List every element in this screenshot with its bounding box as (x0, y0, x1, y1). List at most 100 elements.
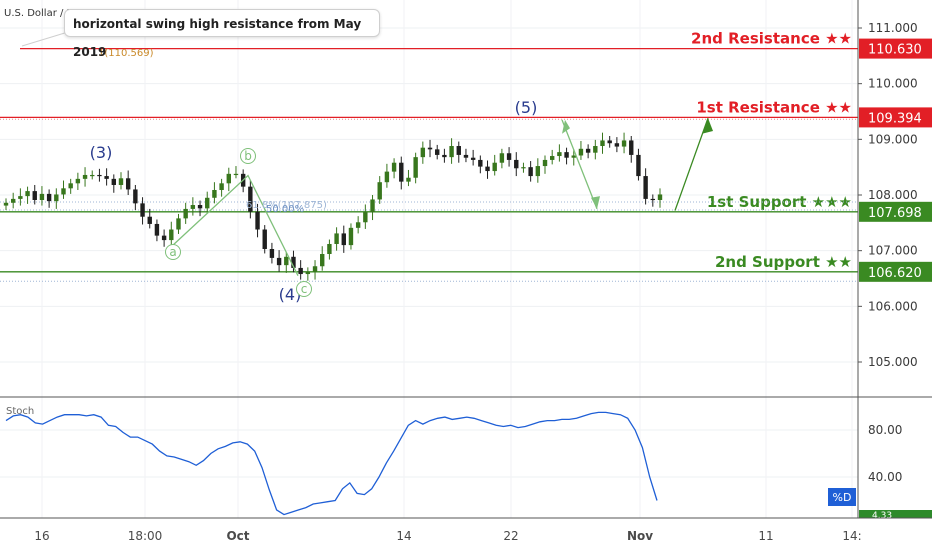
candle-body (248, 186, 253, 212)
candle-body (549, 156, 555, 160)
fib-50-label: 50.00% (266, 204, 304, 215)
candle (384, 163, 390, 188)
level-price-label: 110.630 (868, 43, 922, 58)
y-tick-label: 111.000 (868, 21, 918, 35)
candle (492, 154, 497, 176)
candle-body (284, 256, 289, 266)
candle (276, 250, 282, 272)
candle-body (427, 147, 433, 150)
candle (485, 160, 490, 179)
annotations: (3) (4) (5) a b c 1(110.569) 61.8%(107.875)50.0… (90, 48, 538, 304)
level-price-tag (859, 38, 932, 59)
candle-body (46, 193, 52, 202)
subwave-label: c (301, 282, 308, 296)
candle-body (183, 208, 188, 219)
subwave-circle (296, 281, 312, 297)
candle (226, 167, 231, 192)
candle (39, 186, 45, 206)
x-tick-label: 18:00 (128, 529, 163, 543)
stoch-line (5, 411, 658, 516)
candle (549, 149, 555, 165)
candle-body (614, 143, 620, 147)
legend-label: %D (833, 491, 852, 504)
candle-body (233, 173, 239, 176)
candle-body (363, 212, 368, 223)
candle (205, 191, 210, 213)
candle-body (298, 267, 303, 275)
candle-body (593, 146, 598, 153)
candle-body (370, 199, 375, 213)
candle (621, 132, 627, 154)
stoch-label: Stoch (6, 406, 34, 417)
candle-body (61, 188, 66, 195)
candle (463, 148, 469, 163)
candle (176, 213, 181, 234)
candle (3, 198, 9, 211)
candle (190, 197, 196, 216)
candle-body (97, 174, 102, 177)
candle-body (621, 140, 627, 147)
candle-body (154, 223, 160, 236)
candle-body (420, 147, 426, 158)
candle-body (657, 194, 663, 201)
candle (470, 149, 476, 166)
candle (10, 192, 16, 209)
candle-body (355, 222, 361, 228)
candle (61, 180, 66, 199)
x-tick-label: 14 (396, 529, 411, 543)
candle-body (82, 174, 88, 179)
candle (18, 188, 23, 206)
candle (75, 172, 81, 190)
candle-body (90, 174, 95, 177)
candle-body (399, 162, 404, 182)
level-label: 1st Resistance ★★ (696, 98, 852, 116)
candle (557, 144, 562, 162)
subwave-circle (165, 244, 181, 260)
candle (312, 260, 318, 280)
candle (298, 260, 303, 280)
candle-body (68, 183, 73, 189)
candle (161, 229, 167, 247)
candle (600, 132, 605, 154)
x-tick-label: Nov (627, 529, 653, 543)
level-price-tag (859, 107, 932, 128)
candle (657, 188, 663, 208)
projection-arrowhead-bottom (591, 196, 600, 209)
candle-body (514, 159, 519, 169)
candle (636, 148, 641, 181)
candle-body (176, 218, 181, 230)
candle-body (262, 229, 267, 249)
candle (334, 227, 339, 251)
wave-label: (4) (279, 285, 302, 304)
candle (427, 139, 433, 158)
y-tick-label: 109.000 (868, 132, 918, 146)
candle (348, 223, 354, 250)
candle-body (312, 266, 318, 272)
candle-body (542, 159, 548, 167)
candle-body (636, 154, 641, 177)
candle (140, 197, 145, 225)
candle (233, 166, 239, 179)
candle-body (341, 233, 346, 246)
candle-body (506, 153, 512, 160)
candle-body (10, 198, 16, 203)
y-tick-label: 105.000 (868, 355, 918, 369)
candle-body (334, 233, 339, 244)
candle (183, 202, 188, 224)
candle (169, 221, 174, 248)
candle-body (25, 191, 30, 197)
candle-body (212, 189, 217, 198)
candle (521, 162, 526, 173)
candle-body (140, 203, 145, 217)
wave-label: (3) (90, 143, 113, 162)
candle (442, 148, 447, 163)
candle-body (75, 178, 81, 184)
candle (262, 225, 267, 254)
candle (104, 168, 109, 186)
forecast-arrowhead (702, 118, 713, 134)
last-value-label: 4.33 (872, 511, 892, 521)
candle (125, 170, 131, 195)
candle (650, 194, 656, 207)
stoch-tick-label: 40.00 (868, 470, 902, 484)
level-label: 2nd Support ★★ (715, 253, 852, 271)
